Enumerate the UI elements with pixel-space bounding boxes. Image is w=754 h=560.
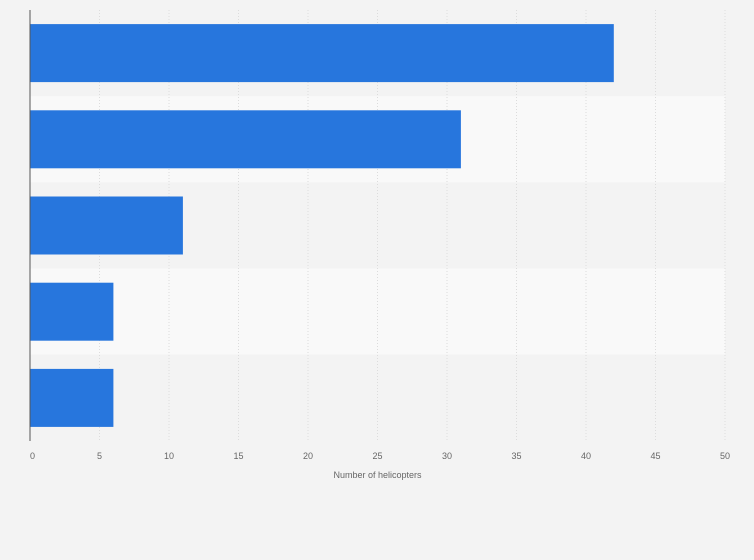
x-tick-label: 40 xyxy=(581,451,591,461)
x-axis-title: Number of helicopters xyxy=(333,470,422,480)
x-axis-ticks: 0 5 10 15 20 25 30 35 40 45 50 xyxy=(30,451,730,461)
bar xyxy=(30,196,183,255)
x-tick-label: 45 xyxy=(650,451,660,461)
bar xyxy=(30,368,114,427)
x-tick-label: 0 xyxy=(30,451,35,461)
bars xyxy=(30,24,614,427)
x-tick-label: 5 xyxy=(97,451,102,461)
x-tick-label: 25 xyxy=(372,451,382,461)
bar xyxy=(30,282,114,341)
bar xyxy=(30,110,461,169)
x-tick-label: 30 xyxy=(442,451,452,461)
x-tick-label: 50 xyxy=(720,451,730,461)
x-tick-label: 20 xyxy=(303,451,313,461)
bar xyxy=(30,24,614,83)
row-band xyxy=(30,268,725,355)
x-tick-label: 15 xyxy=(233,451,243,461)
x-tick-label: 10 xyxy=(164,451,174,461)
x-tick-label: 35 xyxy=(511,451,521,461)
